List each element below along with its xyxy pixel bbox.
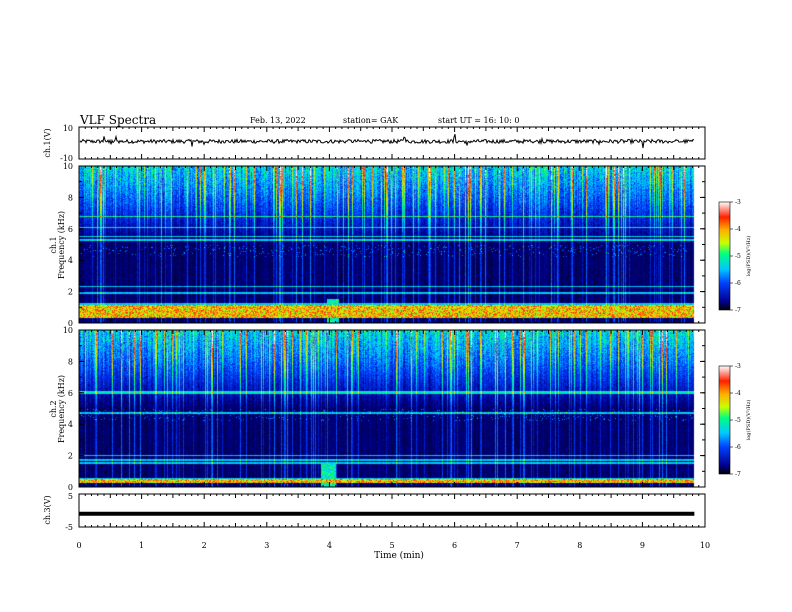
ch2-frequency-ylabel: Frequency (kHz) xyxy=(57,375,66,443)
ch3-voltage-panel: 5 -5 ch.3(V) xyxy=(43,492,706,532)
frequency-tick-label: 10 xyxy=(63,326,73,335)
frequency-tick-label: 8 xyxy=(68,357,73,366)
time-tick-label: 2 xyxy=(202,541,207,550)
colorbar-tick-label: -4 xyxy=(735,390,741,397)
ch1-frequency-ylabel: Frequency (kHz) xyxy=(57,211,66,279)
ch2-channel-label: ch.2 xyxy=(49,400,58,417)
ch2-colorbar-ticks: -3 -4 -5 -6 -7 xyxy=(730,363,741,478)
ch2-spectrogram-panel: 0 2 4 6 8 10 ch.2 Frequency (kHz) xyxy=(49,326,706,492)
time-tick-label: 4 xyxy=(327,541,332,550)
ch1-voltage-ylabel: ch.1(V) xyxy=(43,128,52,157)
time-tick-label: 7 xyxy=(515,541,520,550)
time-axis-label: Time (min) xyxy=(374,550,424,561)
colorbar-tick-label: -6 xyxy=(735,280,741,287)
colorbar-tick-label: -4 xyxy=(735,226,741,233)
time-tick-label: 5 xyxy=(389,541,394,550)
figure-title: VLF Spectra xyxy=(79,113,156,127)
ch2-frequency-tick-labels: 0 2 4 6 8 10 xyxy=(63,326,73,492)
time-tick-label: 3 xyxy=(264,541,269,550)
frequency-tick-label: 8 xyxy=(68,193,73,202)
time-tick-label: 9 xyxy=(640,541,645,550)
station-label: station= GAK xyxy=(343,116,399,125)
ch2-spectrogram-ticks xyxy=(78,329,706,488)
colorbar-tick-label: -7 xyxy=(735,307,741,314)
time-tick-label: 0 xyxy=(76,541,81,550)
ch3-voltage-frame xyxy=(78,493,706,528)
ch1-frequency-tick-labels: 0 2 4 6 8 10 xyxy=(63,162,73,328)
ch1-voltage-panel: 10 -10 ch.1(V) xyxy=(43,124,706,163)
frequency-tick-label: 4 xyxy=(68,420,73,429)
ch1-colorbar-gradient xyxy=(718,201,731,311)
ch3-voltage-ticks xyxy=(78,494,706,527)
ch1-spectrogram-panel: 0 2 4 6 8 10 ch.1 Frequency (kHz) xyxy=(49,162,706,328)
start-time-label: start UT = 16: 10: 0 xyxy=(438,116,519,125)
ch1-colorbar: -3 -4 -5 -6 -7 log(PSD)(V²/Hz) xyxy=(718,199,752,314)
ch3-voltage-ylabel: ch.3(V) xyxy=(43,495,52,524)
frequency-tick-label: 2 xyxy=(68,288,73,297)
ch1-channel-label: ch.1 xyxy=(49,236,58,253)
ch3-ytick-top: 5 xyxy=(68,492,73,501)
ch1-ytick-top: 10 xyxy=(63,124,73,133)
time-tick-label: 8 xyxy=(577,541,582,550)
ch3-ytick-bottom: -5 xyxy=(65,523,73,532)
ch1-ytick-bottom: -10 xyxy=(60,154,73,163)
frequency-tick-label: 4 xyxy=(68,256,73,265)
time-axis-tick-labels: 0 1 2 3 4 5 6 7 8 9 10 xyxy=(76,541,710,550)
colorbar-tick-label: -3 xyxy=(735,199,741,206)
colorbar-tick-label: -7 xyxy=(735,471,741,478)
ch1-spectrogram-ticks xyxy=(78,165,706,324)
ch1-colorbar-label: log(PSD)(V²/Hz) xyxy=(745,236,752,277)
frequency-tick-label: 6 xyxy=(68,389,73,398)
ch1-colorbar-ticks: -3 -4 -5 -6 -7 xyxy=(730,199,741,314)
time-tick-label: 10 xyxy=(700,541,710,550)
colorbar-tick-label: -3 xyxy=(735,363,741,370)
frequency-tick-label: 0 xyxy=(68,319,73,328)
frequency-tick-label: 2 xyxy=(68,452,73,461)
ch2-colorbar-gradient xyxy=(718,365,731,475)
date-label: Feb. 13, 2022 xyxy=(250,116,306,125)
ch1-spectrogram-heatmap xyxy=(79,166,705,323)
ch2-spectrogram-heatmap xyxy=(79,330,705,487)
time-tick-label: 6 xyxy=(452,541,457,550)
time-tick-label: 1 xyxy=(139,541,144,550)
frequency-tick-label: 0 xyxy=(68,483,73,492)
colorbar-tick-label: -5 xyxy=(735,253,741,260)
ch1-voltage-ticks xyxy=(78,127,706,159)
colorbar-tick-label: -6 xyxy=(735,444,741,451)
ch1-voltage-trace xyxy=(79,134,695,149)
ch2-spectrogram-image-wrap xyxy=(79,330,705,487)
frequency-tick-label: 10 xyxy=(63,162,73,171)
ch2-colorbar: -3 -4 -5 -6 -7 log(PSD)(V²/Hz) xyxy=(718,363,752,478)
frequency-tick-label: 6 xyxy=(68,225,73,234)
ch1-spectrogram-image-wrap xyxy=(79,166,705,323)
ch2-colorbar-label: log(PSD)(V²/Hz) xyxy=(745,400,752,441)
colorbar-tick-label: -5 xyxy=(735,417,741,424)
